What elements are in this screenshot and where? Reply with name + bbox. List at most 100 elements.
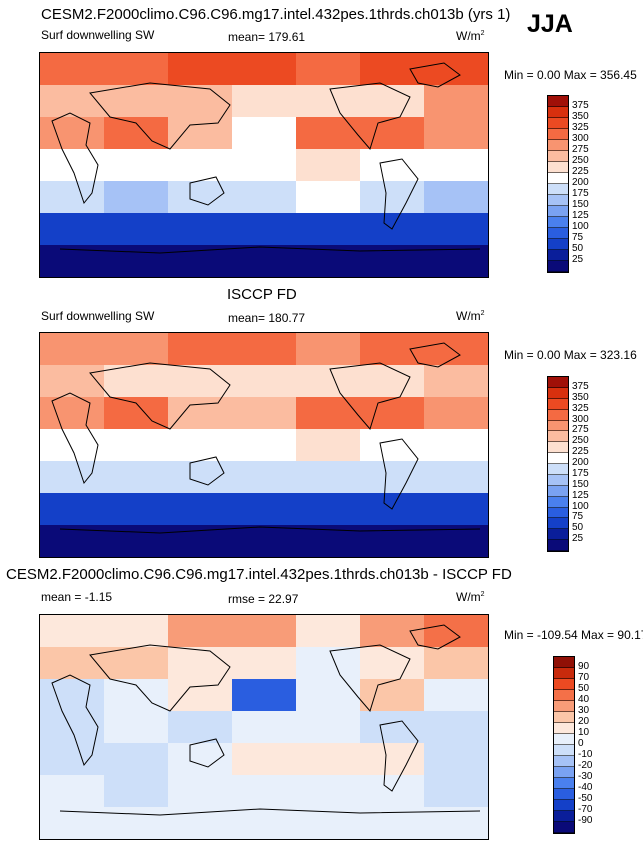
heatmap-cell bbox=[296, 333, 361, 366]
heatmap-cell bbox=[296, 181, 361, 214]
heatmap-cell bbox=[360, 711, 425, 744]
colorbar-tick-label: 350 bbox=[572, 391, 589, 403]
heatmap-cell bbox=[424, 525, 488, 557]
colorbar-tick-label: -90 bbox=[578, 815, 593, 826]
colorbar-swatch bbox=[548, 96, 568, 107]
colorbar-swatch bbox=[548, 107, 568, 118]
heatmap-cell bbox=[40, 213, 105, 246]
colorbar-tick-label: -70 bbox=[578, 804, 593, 815]
heatmap-cell bbox=[232, 615, 297, 648]
heatmap-cell bbox=[360, 85, 425, 118]
heatmap-cell bbox=[40, 85, 105, 118]
heatmap-cell bbox=[424, 493, 488, 526]
heatmap-cell bbox=[168, 117, 233, 150]
heatmap-cell bbox=[424, 775, 488, 808]
heatmap-cell bbox=[424, 679, 488, 712]
heatmap-cell bbox=[296, 711, 361, 744]
heatmap-cell bbox=[360, 53, 425, 86]
heatmap-cell bbox=[168, 775, 233, 808]
colorbar-swatch bbox=[548, 507, 568, 519]
heatmap-cell bbox=[296, 493, 361, 526]
colorbar-tick-label: 125 bbox=[572, 489, 589, 501]
heatmap-cell bbox=[104, 429, 169, 462]
heatmap-cell bbox=[232, 647, 297, 680]
colorbar-tick-label: -20 bbox=[578, 760, 593, 771]
colorbar-tick-label: 225 bbox=[572, 446, 589, 458]
heatmap-cell bbox=[40, 461, 105, 494]
colorbar-swatch bbox=[548, 206, 568, 217]
panel1-map bbox=[39, 52, 489, 278]
heatmap-cell bbox=[424, 397, 488, 430]
heatmap-cell bbox=[424, 711, 488, 744]
heatmap-cell bbox=[40, 149, 105, 182]
panel3-colorbar bbox=[553, 656, 575, 834]
heatmap-cell bbox=[424, 615, 488, 648]
heatmap-cell bbox=[232, 149, 297, 182]
heatmap-cell bbox=[168, 429, 233, 462]
coastline bbox=[329, 82, 411, 151]
colorbar-tick-label: 325 bbox=[572, 402, 589, 414]
heatmap-cell bbox=[232, 245, 297, 277]
panel3-units: W/m2 bbox=[456, 590, 485, 604]
heatmap-cell bbox=[168, 461, 233, 494]
heatmap-cell bbox=[296, 647, 361, 680]
heatmap-cell bbox=[360, 149, 425, 182]
heatmap-cell bbox=[424, 181, 488, 214]
colorbar-swatch bbox=[548, 261, 568, 272]
coastline bbox=[51, 392, 99, 485]
map-field bbox=[40, 615, 488, 839]
heatmap-cell bbox=[168, 807, 233, 839]
heatmap-cell bbox=[296, 743, 361, 776]
heatmap-cell bbox=[232, 743, 297, 776]
colorbar-tick-label: 250 bbox=[572, 155, 589, 166]
colorbar-swatch bbox=[554, 778, 574, 789]
obs-title: ISCCP FD bbox=[227, 286, 297, 303]
panel3-minmax: Min = -109.54 Max = 90.17 bbox=[504, 628, 643, 642]
heatmap-cell bbox=[104, 181, 169, 214]
colorbar-swatch bbox=[554, 745, 574, 756]
heatmap-cell bbox=[360, 117, 425, 150]
colorbar-tick-label: 100 bbox=[572, 221, 589, 232]
panel1-mean: mean= 179.61 bbox=[228, 30, 306, 44]
colorbar-swatch bbox=[554, 767, 574, 778]
colorbar-swatch bbox=[554, 690, 574, 701]
colorbar-tick-label: 0 bbox=[578, 738, 584, 749]
panel2-mean: mean= 180.77 bbox=[228, 311, 306, 325]
colorbar-swatch bbox=[554, 723, 574, 734]
heatmap-cell bbox=[296, 149, 361, 182]
heatmap-cell bbox=[40, 181, 105, 214]
colorbar-swatch bbox=[548, 474, 568, 486]
heatmap-cell bbox=[104, 397, 169, 430]
heatmap-cell bbox=[296, 365, 361, 398]
heatmap-cell bbox=[232, 775, 297, 808]
colorbar-swatch bbox=[548, 184, 568, 195]
heatmap-cell bbox=[104, 525, 169, 557]
heatmap-cell bbox=[232, 181, 297, 214]
colorbar-swatch bbox=[554, 679, 574, 690]
colorbar-tick-label: 375 bbox=[572, 380, 589, 392]
colorbar-swatch bbox=[554, 668, 574, 679]
heatmap-cell bbox=[360, 333, 425, 366]
coastline bbox=[189, 176, 225, 206]
colorbar-swatch bbox=[554, 657, 574, 668]
heatmap-cell bbox=[168, 711, 233, 744]
heatmap-cell bbox=[40, 615, 105, 648]
heatmap-cell bbox=[104, 85, 169, 118]
heatmap-cell bbox=[40, 775, 105, 808]
heatmap-cell bbox=[296, 53, 361, 86]
heatmap-cell bbox=[168, 365, 233, 398]
heatmap-cell bbox=[104, 743, 169, 776]
colorbar-tick-label: 50 bbox=[572, 243, 584, 254]
colorbar-tick-label: 50 bbox=[578, 683, 590, 694]
panel2-minmax: Min = 0.00 Max = 323.16 bbox=[504, 348, 637, 362]
colorbar-swatch bbox=[548, 250, 568, 261]
colorbar-tick-label: 125 bbox=[572, 210, 589, 221]
heatmap-cell bbox=[104, 117, 169, 150]
colorbar-swatch bbox=[548, 195, 568, 206]
panel1-colorbar bbox=[547, 95, 569, 273]
coastline bbox=[89, 644, 231, 712]
heatmap-cell bbox=[424, 461, 488, 494]
heatmap-cell bbox=[424, 743, 488, 776]
coastline bbox=[379, 438, 419, 510]
heatmap-cell bbox=[360, 365, 425, 398]
